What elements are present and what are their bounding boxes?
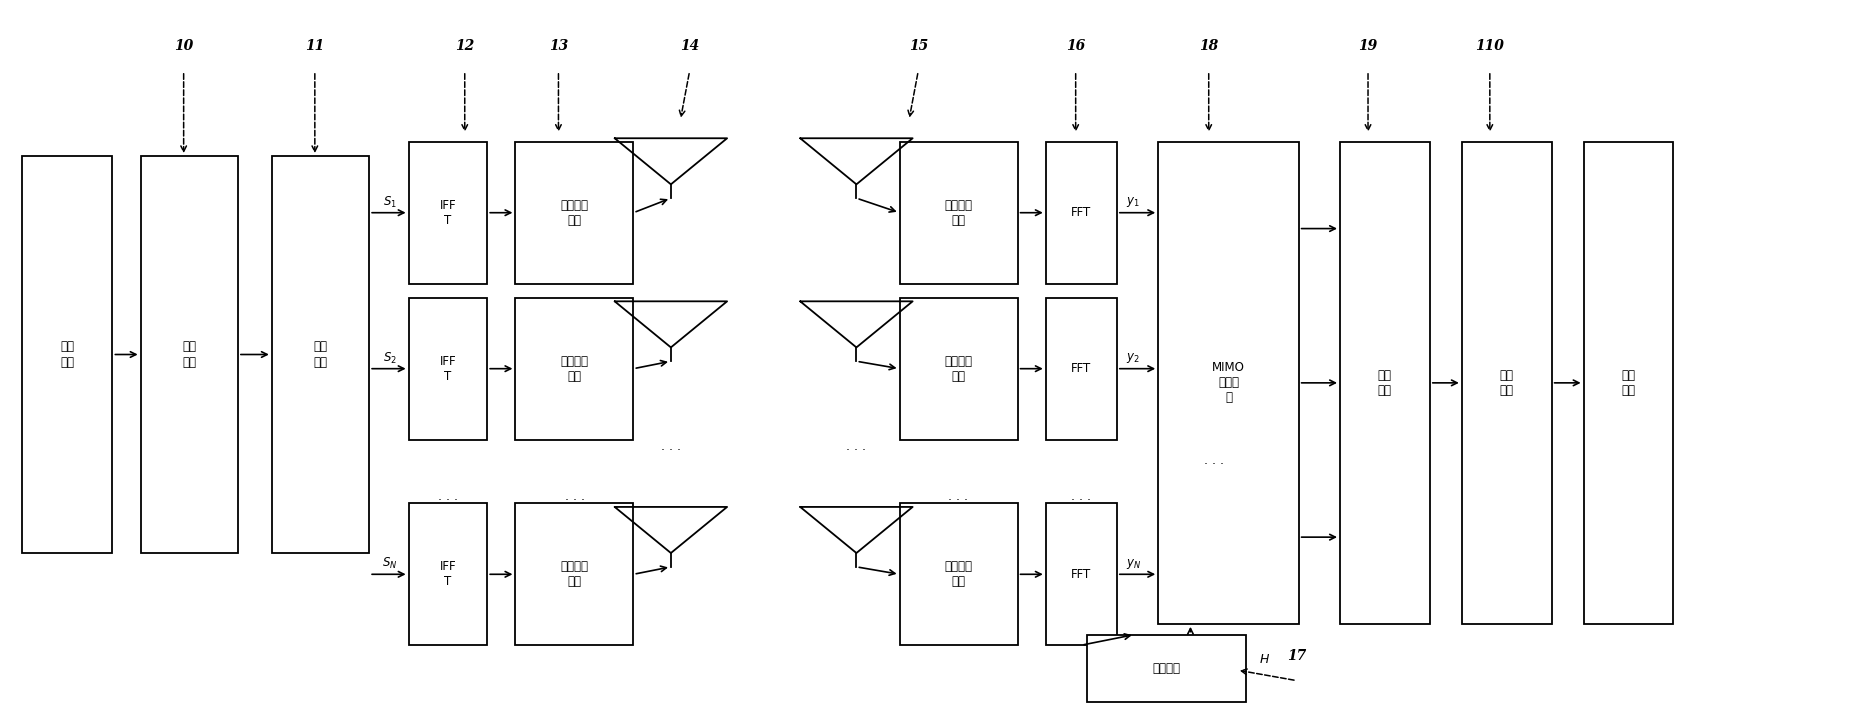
Text: 插入保护
间隔: 插入保护 间隔 <box>560 560 588 588</box>
Text: MIMO
信号检
测: MIMO 信号检 测 <box>1212 362 1244 404</box>
Text: 10: 10 <box>174 39 193 53</box>
Bar <box>1045 503 1116 645</box>
Bar <box>408 298 487 440</box>
Text: 18: 18 <box>1199 39 1217 53</box>
Text: $y_1$: $y_1$ <box>1126 195 1139 209</box>
Text: 去除保护
间隔: 去除保护 间隔 <box>944 199 972 227</box>
Bar <box>22 156 112 553</box>
Text: 插入保护
间隔: 插入保护 间隔 <box>560 354 588 383</box>
Text: . . .: . . . <box>847 440 865 453</box>
Bar <box>408 503 487 645</box>
Text: $S_1$: $S_1$ <box>384 194 397 210</box>
Bar <box>515 503 633 645</box>
Text: FFT: FFT <box>1071 206 1090 219</box>
Text: 14: 14 <box>680 39 699 53</box>
Bar <box>1045 298 1116 440</box>
Text: 并串
转换: 并串 转换 <box>1377 369 1392 397</box>
Bar <box>272 156 369 553</box>
Text: $S_N$: $S_N$ <box>382 556 397 571</box>
Bar <box>1045 142 1116 284</box>
Text: IFF
T: IFF T <box>440 354 455 383</box>
Text: 16: 16 <box>1066 39 1084 53</box>
Text: 信号
调制: 信号 调制 <box>182 340 197 369</box>
Bar <box>1583 142 1673 624</box>
Bar <box>1339 142 1429 624</box>
Text: . . .: . . . <box>438 490 457 503</box>
Text: 12: 12 <box>455 39 474 53</box>
Text: FFT: FFT <box>1071 568 1090 581</box>
Text: 去除保护
间隔: 去除保护 间隔 <box>944 560 972 588</box>
Bar <box>899 142 1017 284</box>
Text: . . .: . . . <box>1204 454 1223 467</box>
Text: 15: 15 <box>908 39 927 53</box>
Text: . . .: . . . <box>661 440 680 453</box>
Bar <box>1461 142 1551 624</box>
Text: 输入
数据: 输入 数据 <box>60 340 75 369</box>
Text: 信道估计: 信道估计 <box>1152 661 1180 675</box>
Bar <box>899 298 1017 440</box>
Bar <box>1158 142 1298 624</box>
Text: $y_N$: $y_N$ <box>1126 557 1141 571</box>
Text: $H$: $H$ <box>1259 653 1270 666</box>
Bar <box>515 298 633 440</box>
Text: 输出
数据: 输出 数据 <box>1620 369 1635 397</box>
Text: 插入保护
间隔: 插入保护 间隔 <box>560 199 588 227</box>
Text: . . .: . . . <box>566 490 584 503</box>
Text: 13: 13 <box>549 39 568 53</box>
Bar <box>140 156 238 553</box>
Text: 19: 19 <box>1358 39 1377 53</box>
Bar <box>899 503 1017 645</box>
Bar <box>1086 635 1246 702</box>
Text: 11: 11 <box>305 39 324 53</box>
Text: FFT: FFT <box>1071 362 1090 375</box>
Text: 去除保护
间隔: 去除保护 间隔 <box>944 354 972 383</box>
Bar <box>408 142 487 284</box>
Text: . . .: . . . <box>1071 490 1090 503</box>
Text: . . .: . . . <box>948 490 966 503</box>
Text: IFF
T: IFF T <box>440 199 455 227</box>
Text: 信号
解调: 信号 解调 <box>1498 369 1513 397</box>
Text: 17: 17 <box>1287 649 1305 663</box>
Text: 串并
转换: 串并 转换 <box>313 340 328 369</box>
Text: $S_2$: $S_2$ <box>384 350 397 366</box>
Bar <box>515 142 633 284</box>
Text: 110: 110 <box>1474 39 1504 53</box>
Text: $y_2$: $y_2$ <box>1126 351 1139 365</box>
Text: IFF
T: IFF T <box>440 560 455 588</box>
